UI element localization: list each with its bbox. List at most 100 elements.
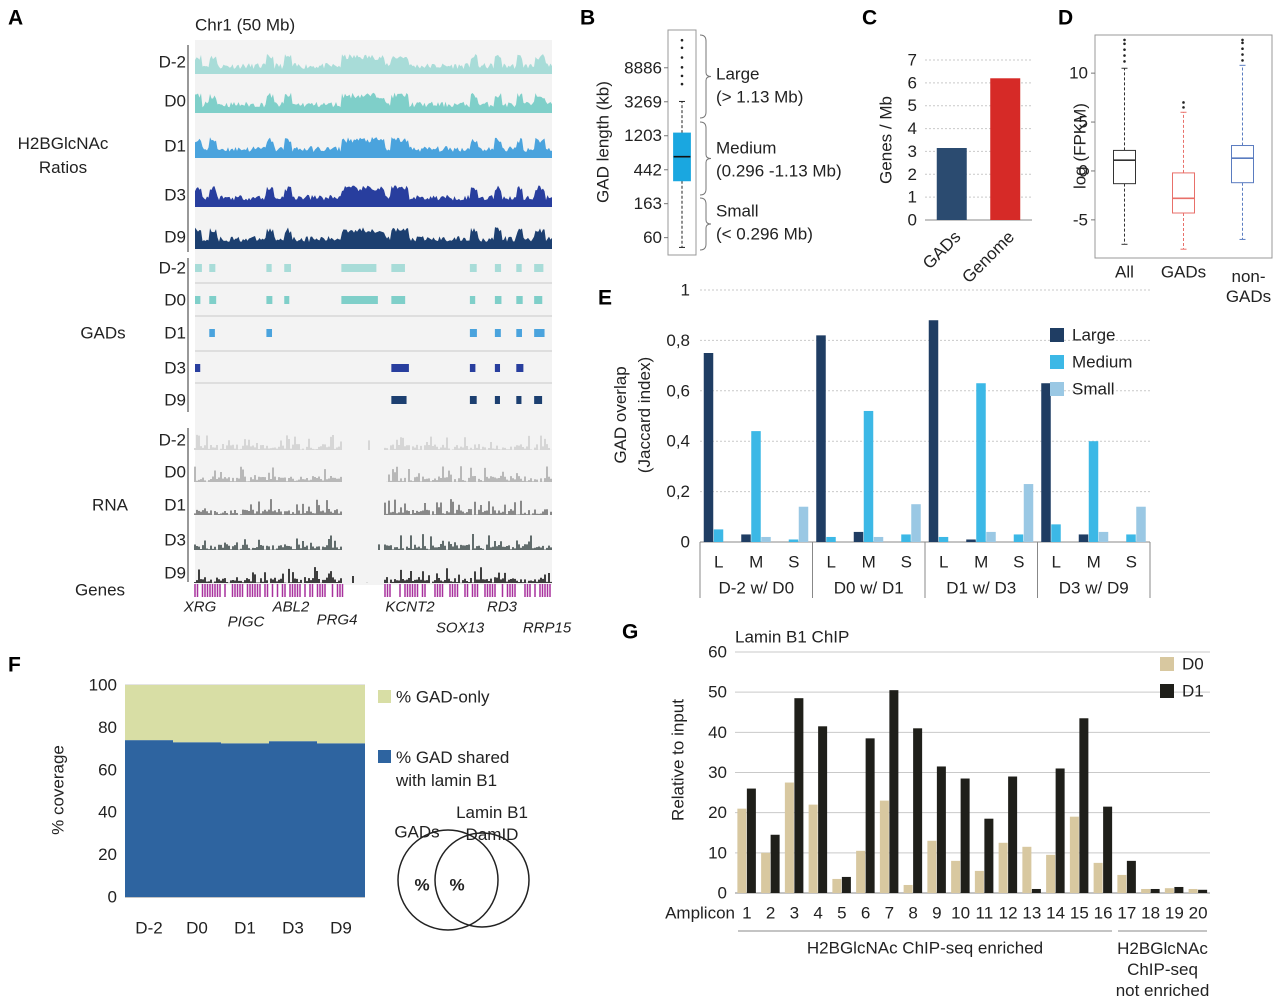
gad-domain <box>516 329 522 337</box>
bar-segment <box>173 685 221 743</box>
x-tick-label: All <box>1115 263 1134 282</box>
outlier <box>1182 101 1185 104</box>
y-axis-label: GAD length (kb) <box>594 81 613 203</box>
group-label: H2BGlcNAc ChIP-seq enriched <box>807 939 1043 958</box>
bar <box>936 766 946 893</box>
outlier <box>1182 106 1185 109</box>
bar <box>737 808 747 893</box>
outlier <box>680 38 684 42</box>
y-tick-label: 10 <box>1069 64 1088 83</box>
track-label: D0 <box>164 463 186 482</box>
x-tick-label: D0 <box>186 919 208 938</box>
bar <box>863 410 874 542</box>
gad-domain <box>209 329 215 337</box>
gene-name: RRP15 <box>523 620 572 637</box>
gene-name: ABL2 <box>272 599 310 616</box>
gad-domain <box>494 264 502 272</box>
x-tick-label: D-2 <box>135 919 162 938</box>
bar-segment <box>221 685 269 744</box>
gene-name: PRG4 <box>317 612 358 629</box>
track-label: D-2 <box>159 259 186 278</box>
venn-label: GADs <box>394 823 439 842</box>
bar <box>1093 862 1103 893</box>
box <box>1113 149 1136 185</box>
x-tick-label: 6 <box>861 904 870 923</box>
bar <box>1022 846 1032 893</box>
panel-letter: D <box>1058 7 1073 30</box>
track-label: D9 <box>164 564 186 583</box>
y-tick-label: 3269 <box>624 92 662 111</box>
y-tick-label: 60 <box>708 643 727 662</box>
bar <box>990 78 1021 221</box>
bar-segment <box>269 685 317 742</box>
outlier <box>1241 47 1244 50</box>
y-tick-label: 60 <box>98 760 117 779</box>
gad-domain <box>534 329 545 337</box>
venn-symbol: % <box>449 876 464 895</box>
x-tick-label: 10 <box>951 904 970 923</box>
bar <box>841 876 851 893</box>
bar-segment <box>125 685 173 741</box>
size-class-name: Large <box>716 65 759 84</box>
bar <box>746 788 756 893</box>
track-label: D-2 <box>159 53 186 72</box>
y-tick-label: 0 <box>681 533 690 552</box>
legend-label: % GAD shared with lamin B1 <box>395 748 509 790</box>
group-label: RNA <box>92 496 129 515</box>
y-tick-label: 0,4 <box>666 432 690 451</box>
gad-domain <box>195 296 201 304</box>
panel-letter: C <box>862 7 877 30</box>
rna-track <box>194 534 552 550</box>
bar <box>1150 888 1160 893</box>
gad-domain <box>494 364 501 372</box>
x-tick-label: L <box>939 553 948 572</box>
outlier <box>680 56 684 59</box>
rna-track <box>194 466 552 482</box>
legend-label: Medium <box>1072 353 1132 372</box>
bar <box>936 148 967 220</box>
gad-domain <box>391 396 407 404</box>
y-tick-label: 1 <box>908 188 917 207</box>
bar <box>901 534 911 542</box>
x-tick-label: GADs <box>1161 263 1206 282</box>
size-class-range: (> 1.13 Mb) <box>716 88 803 107</box>
bar <box>784 782 794 893</box>
x-tick-label: 3 <box>790 904 799 923</box>
group-label: GADs <box>80 324 125 343</box>
bar-segment <box>221 743 269 897</box>
box <box>1231 145 1254 184</box>
gad-domain <box>391 364 409 372</box>
bar <box>974 870 984 893</box>
x-tick-label: 8 <box>908 904 917 923</box>
legend-swatch <box>1160 684 1174 698</box>
y-axis-label: log (FPKM) <box>1071 103 1090 189</box>
y-tick-label: 0,2 <box>666 482 690 501</box>
y-tick-label: 5 <box>908 96 917 115</box>
y-tick-label: 2 <box>908 165 917 184</box>
bar <box>761 536 771 542</box>
legend-swatch <box>1050 328 1064 342</box>
gene-name: PIGC <box>228 614 265 631</box>
size-class-range: (0.296 -1.13 Mb) <box>716 162 842 181</box>
track-label: D0 <box>164 291 186 310</box>
y-tick-label: 8886 <box>624 58 662 77</box>
track-label: D1 <box>164 324 186 343</box>
bar <box>889 690 899 893</box>
outlier <box>1123 38 1126 42</box>
gad-domain <box>209 296 217 304</box>
gene-name: RD3 <box>487 599 518 616</box>
x-tick-label: 16 <box>1094 904 1113 923</box>
bar <box>998 842 1008 893</box>
bar-segment <box>173 742 221 897</box>
bar <box>966 539 976 542</box>
gad-domain <box>266 264 272 272</box>
plot-frame <box>1094 34 1273 259</box>
x-tick-label: GADs <box>919 227 964 272</box>
gad-domain <box>516 396 522 404</box>
bar <box>976 383 986 542</box>
gad-domain <box>341 296 378 304</box>
gad-domain <box>391 296 406 304</box>
y-tick-label: 4 <box>908 119 917 138</box>
gad-domain <box>195 364 201 372</box>
